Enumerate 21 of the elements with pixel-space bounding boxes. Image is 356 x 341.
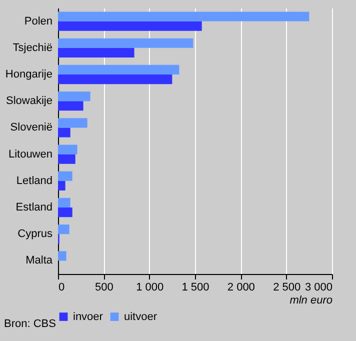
legend-label: uitvoer [124,310,158,323]
x-tick-label: 2 000 [227,282,255,294]
text: Bron: CBS [4,318,56,330]
x-tick-label: 3 000 [304,282,332,294]
x-tick-label: 1 500 [182,282,210,294]
y-tick-label: Cyprus [18,228,53,240]
y-tick-label: Polen [24,15,52,28]
x-axis-title: mln euro [290,294,332,306]
y-tick-label: Malta [26,254,54,267]
y-tick-label: Hongarije [5,68,52,80]
y-tick-label: Estland [16,202,52,214]
x-tick-label: 0 [58,282,65,294]
y-tick-label: Litouwen [8,148,52,160]
y-tick-label: Letland [16,174,52,187]
x-tick-label: 2 500 [273,282,301,294]
y-tick-label: Slowakije [6,95,52,108]
x-tick-label: 1 000 [136,282,164,294]
y-tick-label: Slovenië [10,122,52,134]
y-tick-label: Tsjechië [12,42,52,54]
legend-label: invoer [73,310,104,323]
x-tick-label: 500 [94,282,114,294]
